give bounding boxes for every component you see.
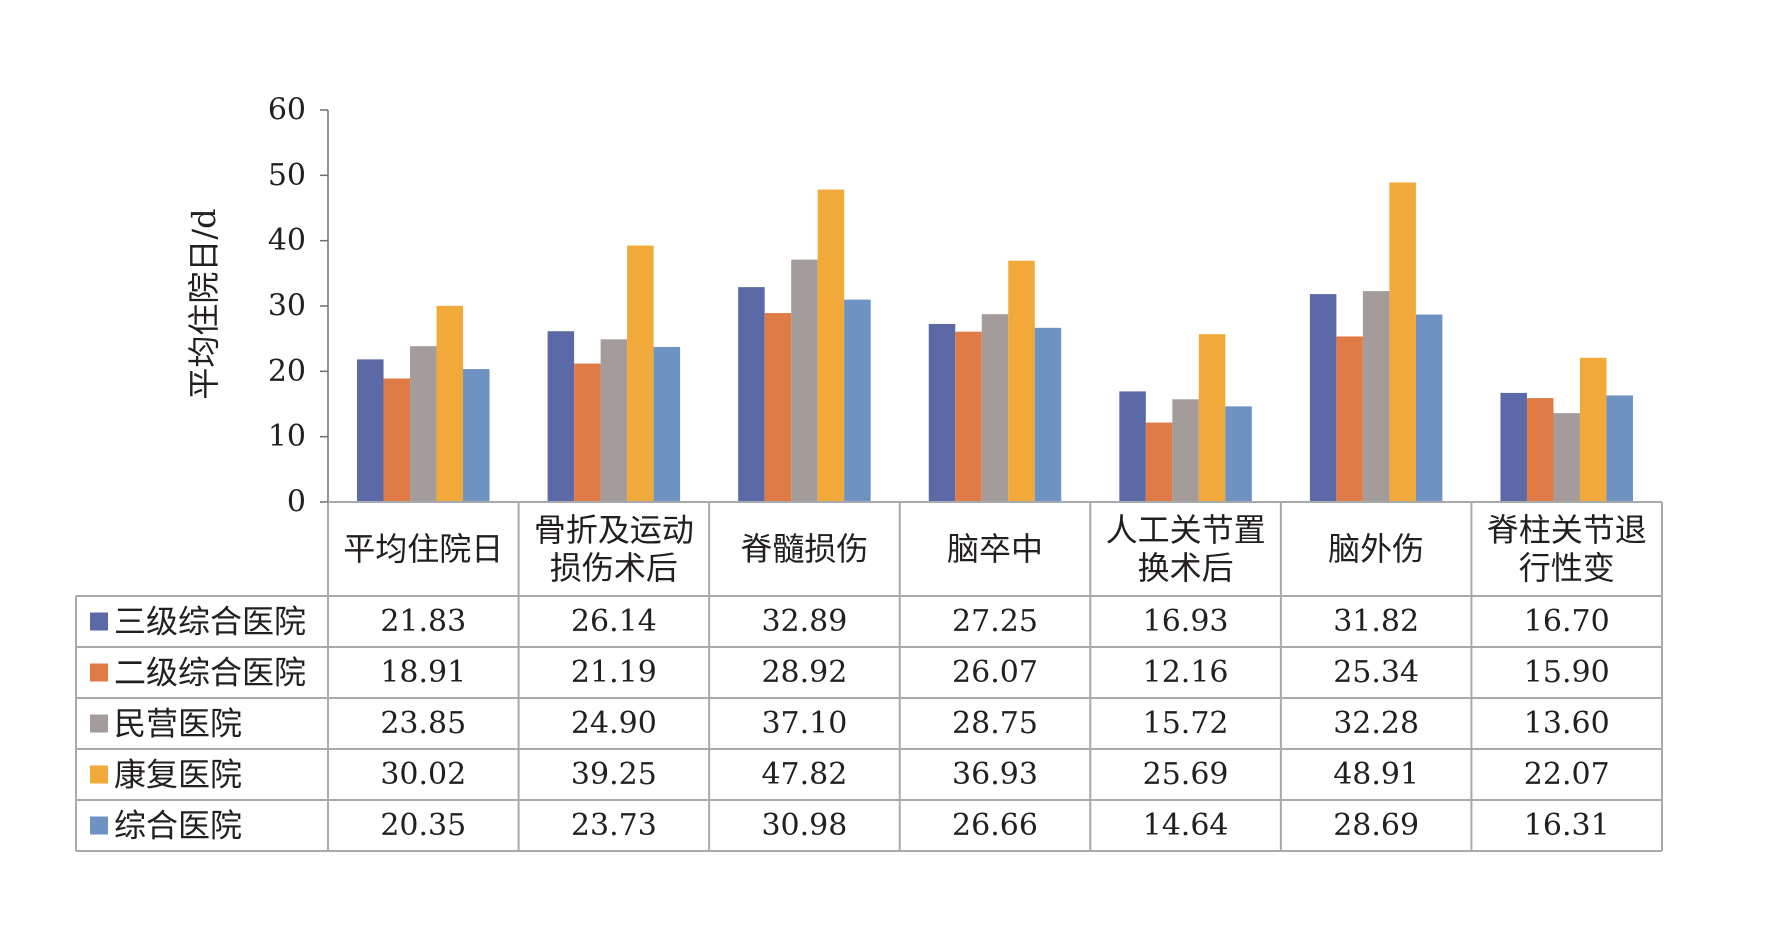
y-tick-label: 60: [268, 93, 306, 128]
data-label: 30.02: [380, 757, 466, 792]
legend-label: 民营医院: [114, 705, 242, 743]
data-label: 26.66: [952, 808, 1038, 843]
category-label: 脑卒中: [947, 530, 1043, 568]
bar: [1606, 395, 1633, 502]
data-label: 28.69: [1333, 808, 1419, 843]
legend-swatch: [90, 714, 108, 733]
data-label: 47.82: [761, 757, 847, 792]
data-label: 18.91: [380, 655, 466, 690]
bar: [1336, 336, 1363, 502]
data-label: 25.69: [1143, 757, 1229, 792]
data-label: 28.92: [761, 655, 847, 690]
category-label: 平均住院日: [343, 530, 503, 568]
legend-swatch: [90, 765, 108, 784]
category-label: 脑外伤: [1328, 530, 1424, 568]
y-tick-label: 50: [268, 158, 306, 193]
bar: [817, 189, 845, 503]
category-label: 损伤术后: [550, 549, 678, 587]
data-label: 16.70: [1524, 604, 1610, 639]
category-label: 骨折及运动: [534, 511, 694, 549]
legend-label: 综合医院: [114, 807, 242, 845]
data-label: 21.83: [380, 604, 466, 639]
bar: [1389, 182, 1416, 503]
data-label: 32.28: [1333, 706, 1419, 741]
category-label: 换术后: [1138, 549, 1234, 587]
bar: [928, 323, 956, 502]
bar: [463, 369, 490, 502]
bar: [1225, 406, 1252, 502]
bar: [574, 363, 601, 502]
data-label: 23.73: [571, 808, 657, 843]
data-label: 24.90: [571, 706, 657, 741]
data-label: 28.75: [952, 706, 1038, 741]
category-label: 脊髓损伤: [740, 530, 868, 568]
bar: [547, 331, 575, 502]
bar: [1008, 260, 1035, 502]
bar: [600, 339, 628, 502]
y-tick-label: 0: [287, 485, 306, 520]
bar: [1145, 422, 1173, 502]
y-tick-label: 10: [268, 419, 306, 454]
legend-label: 康复医院: [114, 756, 242, 794]
data-label: 14.64: [1143, 808, 1229, 843]
data-label: 21.19: [571, 655, 657, 690]
data-label: 16.93: [1143, 604, 1229, 639]
y-tick-label: 30: [268, 289, 306, 324]
y-tick-label: 20: [268, 354, 306, 389]
category-label: 脊柱关节退: [1487, 511, 1647, 549]
bar: [1198, 334, 1226, 502]
category-label: 行性变: [1519, 549, 1615, 587]
bar: [410, 346, 437, 502]
data-label: 23.85: [380, 706, 466, 741]
bar: [1034, 327, 1062, 502]
data-label: 32.89: [761, 604, 847, 639]
data-label: 27.25: [952, 604, 1038, 639]
bar: [1119, 391, 1146, 502]
bar: [955, 331, 982, 502]
data-label: 39.25: [571, 757, 657, 792]
bar: [1172, 399, 1199, 502]
bar: [1553, 413, 1580, 502]
data-label: 26.14: [571, 604, 657, 639]
data-label: 16.31: [1524, 808, 1610, 843]
data-label: 31.82: [1333, 604, 1419, 639]
bar: [1309, 294, 1337, 502]
category-label: 人工关节置: [1106, 511, 1266, 549]
bar: [1500, 392, 1527, 502]
data-label: 25.34: [1333, 655, 1419, 690]
data-label: 30.98: [761, 808, 847, 843]
bar: [436, 305, 464, 502]
y-axis-label: 平均住院日/d: [185, 208, 223, 399]
bar: [1579, 357, 1607, 502]
data-label: 20.35: [380, 808, 466, 843]
data-label: 48.91: [1333, 757, 1419, 792]
data-label: 37.10: [761, 706, 847, 741]
bar: [738, 287, 765, 502]
legend-label: 二级综合医院: [114, 654, 306, 692]
legend-label: 三级综合医院: [114, 603, 306, 641]
bar: [653, 346, 681, 502]
bar: [1362, 291, 1390, 502]
data-label: 22.07: [1524, 757, 1610, 792]
data-label: 26.07: [952, 655, 1038, 690]
bar: [627, 245, 654, 503]
data-label: 36.93: [952, 757, 1038, 792]
legend-swatch: [90, 816, 108, 835]
bar: [1415, 314, 1443, 502]
bar: [844, 299, 871, 502]
y-tick-label: 40: [268, 223, 306, 258]
bar: [383, 378, 411, 502]
legend-swatch: [90, 663, 108, 682]
bar: [1526, 398, 1554, 502]
bar: [791, 259, 818, 502]
data-label: 12.16: [1143, 655, 1229, 690]
data-label: 13.60: [1524, 706, 1610, 741]
data-label: 15.72: [1143, 706, 1229, 741]
legend-swatch: [90, 612, 108, 631]
bar: [981, 314, 1009, 502]
data-label: 15.90: [1524, 655, 1610, 690]
bar: [357, 359, 384, 502]
bar: [764, 313, 792, 502]
